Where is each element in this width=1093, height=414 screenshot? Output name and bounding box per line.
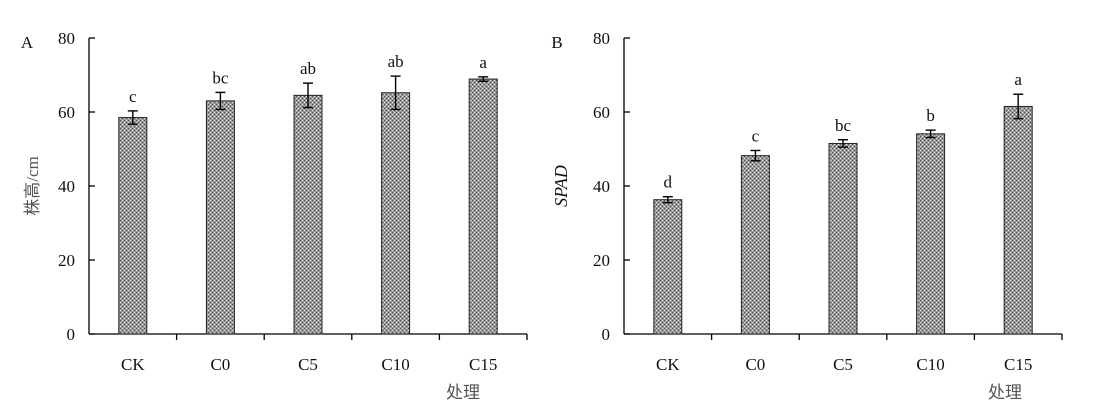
significance-label: a: [1014, 70, 1022, 89]
y-tick-label: 0: [67, 325, 76, 344]
y-tick-label: 20: [593, 251, 610, 270]
significance-label: b: [926, 106, 935, 125]
bar-c10: [381, 92, 411, 335]
y-tick-label: 0: [602, 325, 611, 344]
x-tick-label: C5: [298, 355, 318, 374]
y-tick-label: 40: [58, 177, 75, 196]
x-tick-label: C0: [745, 355, 765, 374]
x-tick-label: CK: [656, 355, 680, 374]
x-tick-label: C15: [1004, 355, 1032, 374]
significance-label: d: [664, 173, 673, 192]
y-tick-label: 40: [593, 177, 610, 196]
significance-label: a: [479, 53, 487, 72]
x-axis-title: 处理: [988, 383, 1022, 402]
y-tick-label: 80: [58, 29, 75, 48]
bar-c15: [468, 78, 498, 335]
y-axis-title: 株高/cm: [23, 156, 42, 216]
panel-a: 0 20 40 60 80 c CK bc C0 ab C5 ab C10 a C15 A 株高/cm 处理: [21, 29, 528, 402]
significance-label: ab: [388, 52, 404, 71]
y-tick-label: 60: [593, 103, 610, 122]
bar-c10: [916, 133, 946, 335]
y-axis-title: SPAD: [551, 165, 571, 207]
significance-label: c: [129, 87, 137, 106]
x-tick-label: C15: [469, 355, 497, 374]
significance-label: bc: [835, 116, 852, 135]
bar-c5: [828, 142, 858, 335]
x-tick-label: CK: [121, 355, 145, 374]
bar-c0: [740, 155, 770, 335]
panel-label: A: [21, 33, 34, 52]
x-tick-label: C10: [916, 355, 944, 374]
panel-label: B: [551, 33, 562, 52]
y-tick-label: 60: [58, 103, 75, 122]
significance-label: ab: [300, 59, 316, 78]
y-tick-label: 20: [58, 251, 75, 270]
bar-c0: [205, 100, 235, 335]
x-tick-label: C10: [381, 355, 409, 374]
significance-label: bc: [212, 68, 229, 87]
bar-c5: [293, 94, 323, 335]
y-tick-label: 80: [593, 29, 610, 48]
bar-ck: [653, 199, 683, 335]
panel-b: 0 20 40 60 80 d CK c C0 bc C5 b C10 a C15 B SPAD 处理: [551, 29, 1063, 402]
x-tick-label: C0: [210, 355, 230, 374]
bar-ck: [118, 117, 148, 335]
bar-c15: [1003, 105, 1033, 335]
x-tick-label: C5: [833, 355, 853, 374]
x-axis-title: 处理: [446, 383, 480, 402]
significance-label: c: [752, 126, 760, 145]
